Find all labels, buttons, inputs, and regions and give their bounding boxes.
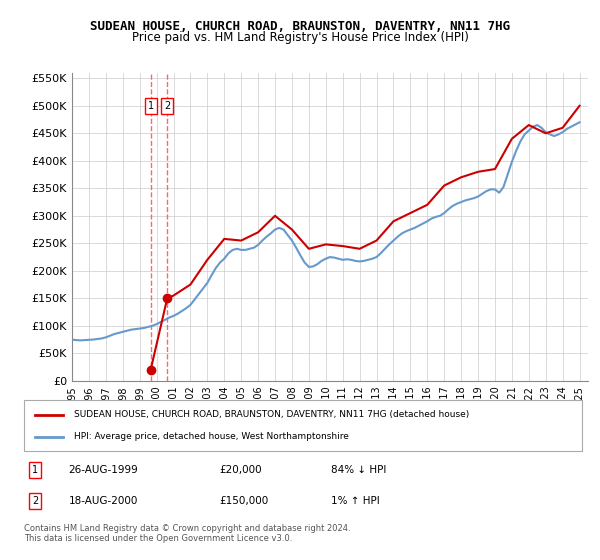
Text: 1% ↑ HPI: 1% ↑ HPI <box>331 496 380 506</box>
Text: HPI: Average price, detached house, West Northamptonshire: HPI: Average price, detached house, West… <box>74 432 349 441</box>
Text: 26-AUG-1999: 26-AUG-1999 <box>68 465 139 475</box>
FancyBboxPatch shape <box>24 400 582 451</box>
Text: 2: 2 <box>32 496 38 506</box>
Text: Price paid vs. HM Land Registry's House Price Index (HPI): Price paid vs. HM Land Registry's House … <box>131 31 469 44</box>
Text: SUDEAN HOUSE, CHURCH ROAD, BRAUNSTON, DAVENTRY, NN11 7HG (detached house): SUDEAN HOUSE, CHURCH ROAD, BRAUNSTON, DA… <box>74 410 469 419</box>
Text: 18-AUG-2000: 18-AUG-2000 <box>68 496 138 506</box>
Text: SUDEAN HOUSE, CHURCH ROAD, BRAUNSTON, DAVENTRY, NN11 7HG: SUDEAN HOUSE, CHURCH ROAD, BRAUNSTON, DA… <box>90 20 510 32</box>
Text: £20,000: £20,000 <box>220 465 262 475</box>
Text: 84% ↓ HPI: 84% ↓ HPI <box>331 465 386 475</box>
Text: 1: 1 <box>32 465 38 475</box>
Text: 1: 1 <box>148 101 154 111</box>
Text: £150,000: £150,000 <box>220 496 269 506</box>
Text: Contains HM Land Registry data © Crown copyright and database right 2024.
This d: Contains HM Land Registry data © Crown c… <box>24 524 350 543</box>
Text: 2: 2 <box>164 101 170 111</box>
